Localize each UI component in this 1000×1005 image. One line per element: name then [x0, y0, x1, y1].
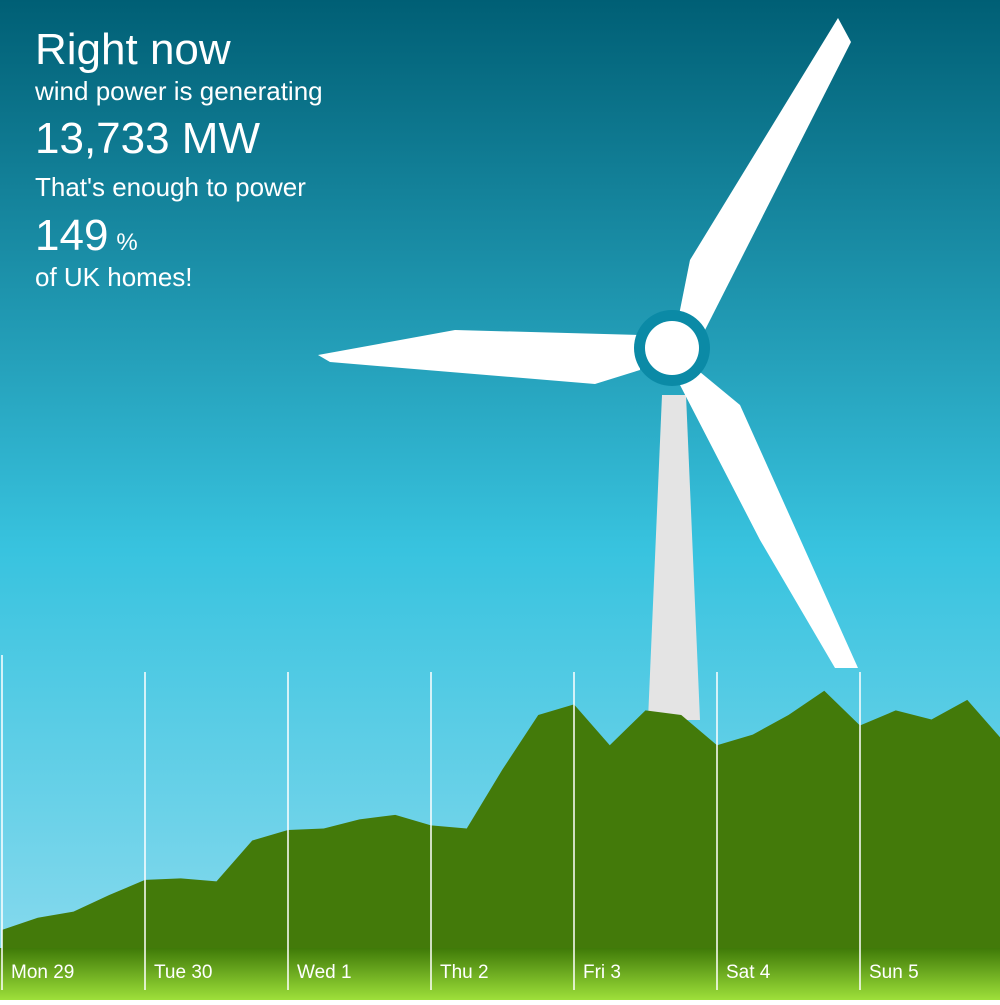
percent-value: 149%	[35, 211, 138, 260]
day-label: Sun 5	[869, 962, 919, 983]
day-label: Thu 2	[440, 962, 489, 983]
ground-strip	[0, 948, 1000, 1000]
power-value: 13,733 MW	[35, 114, 260, 163]
subline: of UK homes!	[35, 262, 193, 292]
day-label: Mon 29	[11, 962, 74, 983]
subline: That's enough to power	[35, 172, 306, 202]
subline: wind power is generating	[34, 76, 323, 106]
day-label: Sat 4	[726, 962, 771, 983]
turbine	[318, 18, 858, 720]
wind-area	[2, 690, 1000, 948]
day-label: Fri 3	[583, 962, 621, 983]
day-label: Wed 1	[297, 962, 352, 983]
day-label: Tue 30	[154, 962, 212, 983]
headline: Right now	[35, 25, 231, 74]
percent-number: 149	[35, 211, 108, 260]
percent-unit: %	[116, 229, 137, 256]
